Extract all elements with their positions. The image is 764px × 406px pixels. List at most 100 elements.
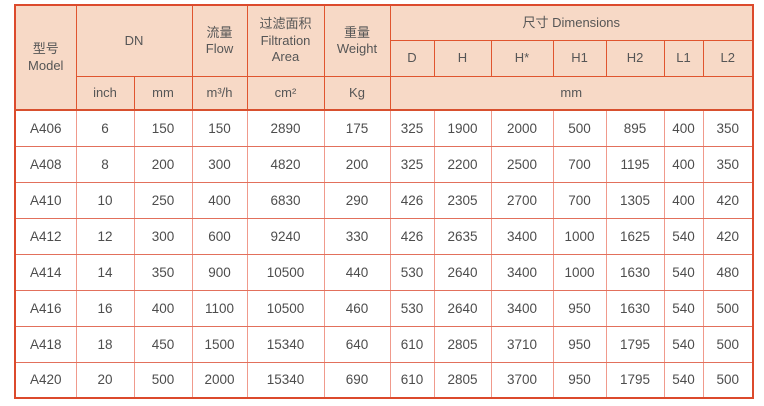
- cell-dim-hstar: 3400: [490, 289, 554, 327]
- cell-dim-h2: 1305: [605, 181, 665, 219]
- cell-model: A408: [14, 145, 77, 183]
- cell-dim-h1: 700: [552, 181, 607, 219]
- cell-dim-hstar: 3400: [490, 217, 554, 255]
- cell-filtration-area: 2890: [246, 109, 325, 147]
- cell-model: A414: [14, 253, 77, 291]
- cell-dim-h: 2635: [433, 217, 492, 255]
- cell-dim-l1: 540: [663, 361, 704, 399]
- header-row-units: inch mm m³/h cm² Kg mm: [15, 75, 754, 111]
- cell-dim-d: 610: [389, 361, 435, 399]
- cell-dim-d: 325: [389, 109, 435, 147]
- cell-dim-l1: 540: [663, 289, 704, 327]
- cell-dim-l2: 350: [702, 109, 754, 147]
- table-row: A418 18 450 1500 15340 640 610 2805 3710 950 1795 5…: [14, 325, 754, 363]
- cell-dim-hstar: 2000: [490, 109, 554, 147]
- cell-dim-hstar: 3700: [490, 361, 554, 399]
- cell-filtration-area: 10500: [246, 289, 325, 327]
- cell-dim-hstar: 3400: [490, 253, 554, 291]
- header-dimensions: 尺寸 Dimensions: [389, 4, 754, 41]
- cell-dim-hstar: 2500: [490, 145, 554, 183]
- header-row-dimension-cols: D H H* H1 H2 L1 L2: [15, 39, 754, 77]
- cell-flow: 1500: [191, 325, 248, 363]
- cell-dim-l2: 500: [702, 289, 754, 327]
- cell-dim-h2: 1625: [605, 217, 665, 255]
- cell-dn-inch: 8: [75, 145, 135, 183]
- cell-dim-h2: 1795: [605, 361, 665, 399]
- table-body: A406 6 150 150 2890 175 325 1900 2000 500 895 400 35…: [14, 109, 754, 399]
- cell-dim-h2: 1195: [605, 145, 665, 183]
- table-row: A406 6 150 150 2890 175 325 1900 2000 500 895 400 35…: [14, 109, 754, 147]
- cell-weight: 640: [323, 325, 391, 363]
- cell-dn-mm: 200: [133, 145, 193, 183]
- cell-dim-h1: 500: [552, 109, 607, 147]
- cell-dim-l2: 500: [702, 361, 754, 399]
- header-dim-h: H: [433, 39, 492, 77]
- unit-area: cm²: [246, 75, 325, 111]
- cell-filtration-area: 15340: [246, 325, 325, 363]
- table-row: A408 8 200 300 4820 200 325 2200 2500 700 1195 400 3…: [14, 145, 754, 183]
- cell-filtration-area: 10500: [246, 253, 325, 291]
- cell-weight: 330: [323, 217, 391, 255]
- spec-table: 型号 Model DN 流量 Flow 过滤面积 Filtration Area…: [14, 4, 755, 399]
- cell-dim-h1: 950: [552, 361, 607, 399]
- cell-dn-inch: 6: [75, 109, 135, 147]
- cell-dn-inch: 20: [75, 361, 135, 399]
- cell-dn-inch: 12: [75, 217, 135, 255]
- header-dim-h2: H2: [605, 39, 665, 77]
- cell-dn-mm: 300: [133, 217, 193, 255]
- cell-dim-h1: 950: [552, 325, 607, 363]
- cell-dim-d: 530: [389, 253, 435, 291]
- cell-dim-h: 2200: [433, 145, 492, 183]
- unit-mm: mm: [133, 75, 193, 111]
- cell-dim-h2: 1630: [605, 253, 665, 291]
- cell-weight: 290: [323, 181, 391, 219]
- cell-dn-mm: 450: [133, 325, 193, 363]
- cell-dn-inch: 16: [75, 289, 135, 327]
- cell-filtration-area: 15340: [246, 361, 325, 399]
- cell-weight: 175: [323, 109, 391, 147]
- cell-dn-mm: 250: [133, 181, 193, 219]
- cell-dim-l1: 400: [663, 181, 704, 219]
- header-dim-l2: L2: [702, 39, 754, 77]
- cell-flow: 900: [191, 253, 248, 291]
- cell-dim-h: 2805: [433, 361, 492, 399]
- cell-dim-h1: 700: [552, 145, 607, 183]
- cell-model: A406: [14, 109, 77, 147]
- header-flow: 流量 Flow: [191, 4, 248, 77]
- header-dim-hstar: H*: [490, 39, 554, 77]
- cell-model: A410: [14, 181, 77, 219]
- cell-model: A420: [14, 361, 77, 399]
- cell-dim-l2: 420: [702, 181, 754, 219]
- cell-dim-l2: 420: [702, 217, 754, 255]
- cell-dim-h: 2640: [433, 289, 492, 327]
- table-row: A416 16 400 1100 10500 460 530 2640 3400 950 1630 5…: [14, 289, 754, 327]
- cell-flow: 150: [191, 109, 248, 147]
- cell-dim-l2: 500: [702, 325, 754, 363]
- cell-dim-l1: 540: [663, 253, 704, 291]
- cell-dim-h1: 950: [552, 289, 607, 327]
- cell-dim-l1: 400: [663, 109, 704, 147]
- cell-dim-h: 1900: [433, 109, 492, 147]
- cell-filtration-area: 4820: [246, 145, 325, 183]
- header-weight: 重量 Weight: [323, 4, 391, 77]
- cell-dim-h2: 895: [605, 109, 665, 147]
- header-filtration-area: 过滤面积 Filtration Area: [246, 4, 325, 77]
- header-row-groups: 型号 Model DN 流量 Flow 过滤面积 Filtration Area…: [14, 4, 754, 111]
- cell-flow: 600: [191, 217, 248, 255]
- cell-dn-mm: 500: [133, 361, 193, 399]
- cell-dim-hstar: 3710: [490, 325, 554, 363]
- table-row: A420 20 500 2000 15340 690 610 2805 3700 950 1795 5…: [14, 361, 754, 399]
- unit-dims: mm: [389, 75, 754, 111]
- cell-weight: 440: [323, 253, 391, 291]
- header-dim-h1: H1: [552, 39, 607, 77]
- cell-dim-d: 530: [389, 289, 435, 327]
- unit-weight: Kg: [323, 75, 391, 111]
- cell-dim-h: 2305: [433, 181, 492, 219]
- cell-dn-inch: 10: [75, 181, 135, 219]
- table-row: A414 14 350 900 10500 440 530 2640 3400 1000 1630 5…: [14, 253, 754, 291]
- header-dim-l1: L1: [663, 39, 704, 77]
- cell-dim-l1: 540: [663, 217, 704, 255]
- cell-filtration-area: 9240: [246, 217, 325, 255]
- cell-flow: 400: [191, 181, 248, 219]
- cell-dim-h1: 1000: [552, 217, 607, 255]
